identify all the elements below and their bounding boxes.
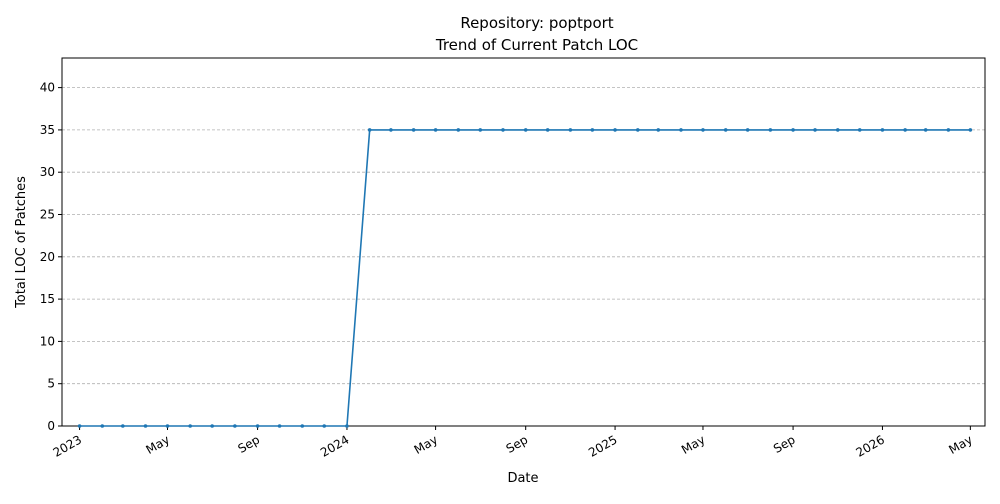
y-tick-label: 40: [40, 81, 55, 95]
y-tick-label: 10: [40, 334, 55, 348]
data-point: [813, 128, 817, 132]
x-tick-label: Sep: [771, 432, 798, 455]
data-point: [857, 128, 862, 132]
data-point: [188, 424, 192, 428]
data-point: [478, 128, 483, 132]
data-point: [656, 128, 661, 132]
data-point: [679, 128, 683, 132]
y-tick-label: 35: [40, 123, 55, 137]
plot-area: [61, 57, 986, 427]
data-point: [456, 128, 461, 132]
data-point: [255, 424, 260, 428]
x-tick-label: 2026: [853, 432, 886, 459]
y-axis-label: Total LOC of Patches: [14, 176, 29, 309]
data-point: [768, 128, 773, 132]
data-point: [143, 424, 148, 428]
data-point: [367, 128, 372, 132]
data-point: [165, 424, 170, 428]
data-point: [835, 128, 840, 132]
data-point: [411, 128, 416, 132]
data-point: [791, 128, 795, 132]
chart-title: Repository: poptport: [460, 14, 613, 32]
x-tick-label: 2024: [318, 432, 351, 459]
y-axis: 0 5 10 15 20 25 30 35 40: [40, 81, 62, 433]
data-point: [389, 128, 393, 132]
data-point: [701, 128, 705, 132]
y-tick-label: 25: [40, 208, 55, 222]
data-point: [880, 128, 885, 132]
x-tick-label: May: [679, 432, 707, 457]
x-tick-label: May: [412, 432, 440, 457]
y-tick-label: 15: [40, 292, 55, 306]
data-point: [100, 424, 105, 428]
x-tick-label: May: [946, 432, 974, 457]
x-axis-label: Date: [507, 471, 538, 486]
y-tick-label: 0: [47, 419, 55, 433]
data-point: [946, 128, 951, 132]
chart-subtitle: Trend of Current Patch LOC: [435, 36, 638, 54]
x-tick-label: Sep: [235, 432, 262, 455]
data-point: [322, 424, 327, 428]
x-axis: 2023 May Sep 2024 May Sep 2025 May Sep 2026 May: [51, 426, 975, 460]
y-tick-label: 5: [47, 377, 55, 391]
data-point: [723, 128, 728, 132]
data-point: [77, 424, 82, 428]
y-tick-label: 30: [40, 165, 55, 179]
data-point: [923, 128, 928, 132]
data-point: [210, 424, 214, 428]
series-group: [77, 128, 973, 428]
data-point: [568, 128, 573, 132]
data-point: [345, 424, 349, 428]
data-point: [433, 128, 438, 132]
x-tick-label: 2023: [51, 432, 84, 459]
data-point: [613, 128, 617, 132]
data-point: [903, 128, 907, 132]
x-tick-label: 2025: [586, 432, 619, 459]
data-point: [501, 128, 505, 132]
data-point: [300, 424, 305, 428]
data-point: [745, 128, 750, 132]
data-point: [590, 128, 595, 132]
data-point: [121, 424, 125, 428]
data-point: [545, 128, 550, 132]
data-point: [635, 128, 640, 132]
data-point: [277, 424, 282, 428]
y-tick-label: 20: [40, 250, 55, 264]
x-tick-label: May: [143, 432, 171, 457]
series-line: [79, 129, 971, 427]
grid-lines: [62, 87, 985, 427]
data-point: [233, 424, 237, 428]
data-point: [523, 128, 528, 132]
x-tick-label: Sep: [504, 432, 531, 455]
data-point: [968, 128, 973, 132]
